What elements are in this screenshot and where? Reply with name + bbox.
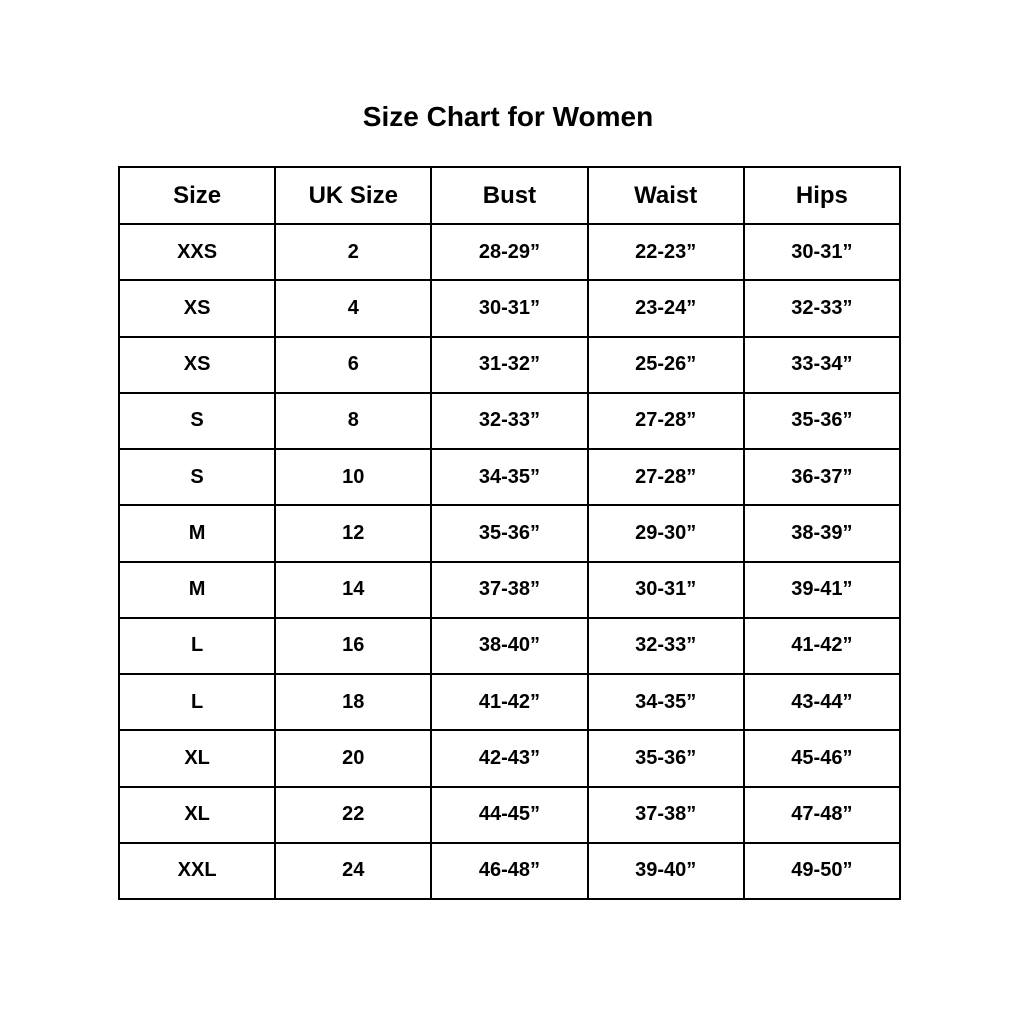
table-cell: 14	[274, 560, 433, 619]
table-cell: 30-31”	[586, 560, 745, 619]
table-cell: 34-35”	[430, 447, 589, 507]
table-cell: 37-38”	[586, 785, 745, 844]
table-cell: 28-29”	[430, 222, 589, 282]
table-cell: 44-45”	[430, 785, 589, 844]
table-row: XS 4 30-31” 23-24” 32-33”	[117, 279, 902, 338]
table-cell: 49-50”	[742, 841, 902, 901]
table-cell: 20	[274, 729, 433, 788]
table-cell: 6	[274, 335, 433, 394]
table-cell: 27-28”	[586, 447, 745, 507]
table-cell: XXL	[117, 841, 277, 901]
table-cell: 43-44”	[742, 672, 902, 732]
table-cell: 30-31”	[742, 222, 902, 282]
column-header: Hips	[742, 166, 902, 225]
table-cell: 24	[274, 841, 433, 901]
table-cell: 32-33”	[742, 279, 902, 338]
table-cell: 12	[274, 504, 433, 563]
table-cell: 35-36”	[430, 504, 589, 563]
table-cell: S	[117, 447, 277, 507]
table-cell: 46-48”	[430, 841, 589, 901]
table-cell: 45-46”	[742, 729, 902, 788]
table-cell: 18	[274, 672, 433, 732]
table-cell: 32-33”	[586, 616, 745, 676]
table-cell: S	[117, 391, 277, 451]
table-cell: 22-23”	[586, 222, 745, 282]
table-cell: 34-35”	[586, 672, 745, 732]
table-row: XL 22 44-45” 37-38” 47-48”	[117, 785, 902, 844]
table-cell: 2	[274, 222, 433, 282]
table-cell: 27-28”	[586, 391, 745, 451]
size-chart-table: Size UK Size Bust Waist Hips XXS 2 28-29” 22-23…	[117, 166, 902, 901]
table-row: XXS 2 28-29” 22-23” 30-31”	[117, 222, 902, 282]
table-cell: 42-43”	[430, 729, 589, 788]
table-cell: 22	[274, 785, 433, 844]
table-cell: XS	[117, 335, 277, 394]
table-row: XXL 24 46-48” 39-40” 49-50”	[117, 841, 902, 901]
header-row: Size UK Size Bust Waist Hips	[117, 166, 902, 225]
table-cell: 37-38”	[430, 560, 589, 619]
table-cell: 33-34”	[742, 335, 902, 394]
table-row: XL 20 42-43” 35-36” 45-46”	[117, 729, 902, 788]
table-cell: XXS	[117, 222, 277, 282]
table-cell: 8	[274, 391, 433, 451]
column-header: Size	[117, 166, 277, 225]
table-row: L 16 38-40” 32-33” 41-42”	[117, 616, 902, 676]
table-cell: XL	[117, 729, 277, 788]
table-cell: XS	[117, 279, 277, 338]
table-cell: L	[117, 616, 277, 676]
table-cell: 38-39”	[742, 504, 902, 563]
table-row: L 18 41-42” 34-35” 43-44”	[117, 672, 902, 732]
table-cell: 38-40”	[430, 616, 589, 676]
table-row: XS 6 31-32” 25-26” 33-34”	[117, 335, 902, 394]
table-cell: 32-33”	[430, 391, 589, 451]
table-cell: 35-36”	[742, 391, 902, 451]
table-cell: 35-36”	[586, 729, 745, 788]
column-header: Bust	[430, 166, 589, 225]
table-cell: 39-40”	[586, 841, 745, 901]
table-cell: 47-48”	[742, 785, 902, 844]
table-cell: 41-42”	[430, 672, 589, 732]
table-cell: M	[117, 504, 277, 563]
table-row: M 12 35-36” 29-30” 38-39”	[117, 504, 902, 563]
table-cell: 30-31”	[430, 279, 589, 338]
table-cell: 41-42”	[742, 616, 902, 676]
column-header: UK Size	[274, 166, 433, 225]
table-row: S 10 34-35” 27-28” 36-37”	[117, 447, 902, 507]
table-row: M 14 37-38” 30-31” 39-41”	[117, 560, 902, 619]
table-cell: 31-32”	[430, 335, 589, 394]
table-row: S 8 32-33” 27-28” 35-36”	[117, 391, 902, 451]
table-cell: 4	[274, 279, 433, 338]
table-cell: 39-41”	[742, 560, 902, 619]
table-cell: XL	[117, 785, 277, 844]
table-cell: 29-30”	[586, 504, 745, 563]
table-cell: 16	[274, 616, 433, 676]
page-title: Size Chart for Women	[362, 101, 654, 132]
table-cell: 10	[274, 447, 433, 507]
table-cell: 25-26”	[586, 335, 745, 394]
table-cell: L	[117, 672, 277, 732]
table-cell: 23-24”	[586, 279, 745, 338]
table-cell: 36-37”	[742, 447, 902, 507]
table-cell: M	[117, 560, 277, 619]
column-header: Waist	[586, 166, 745, 225]
